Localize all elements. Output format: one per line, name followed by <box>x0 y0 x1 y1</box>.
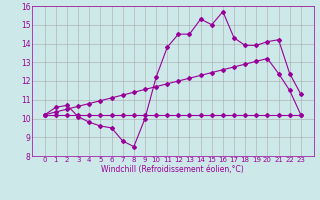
X-axis label: Windchill (Refroidissement éolien,°C): Windchill (Refroidissement éolien,°C) <box>101 165 244 174</box>
